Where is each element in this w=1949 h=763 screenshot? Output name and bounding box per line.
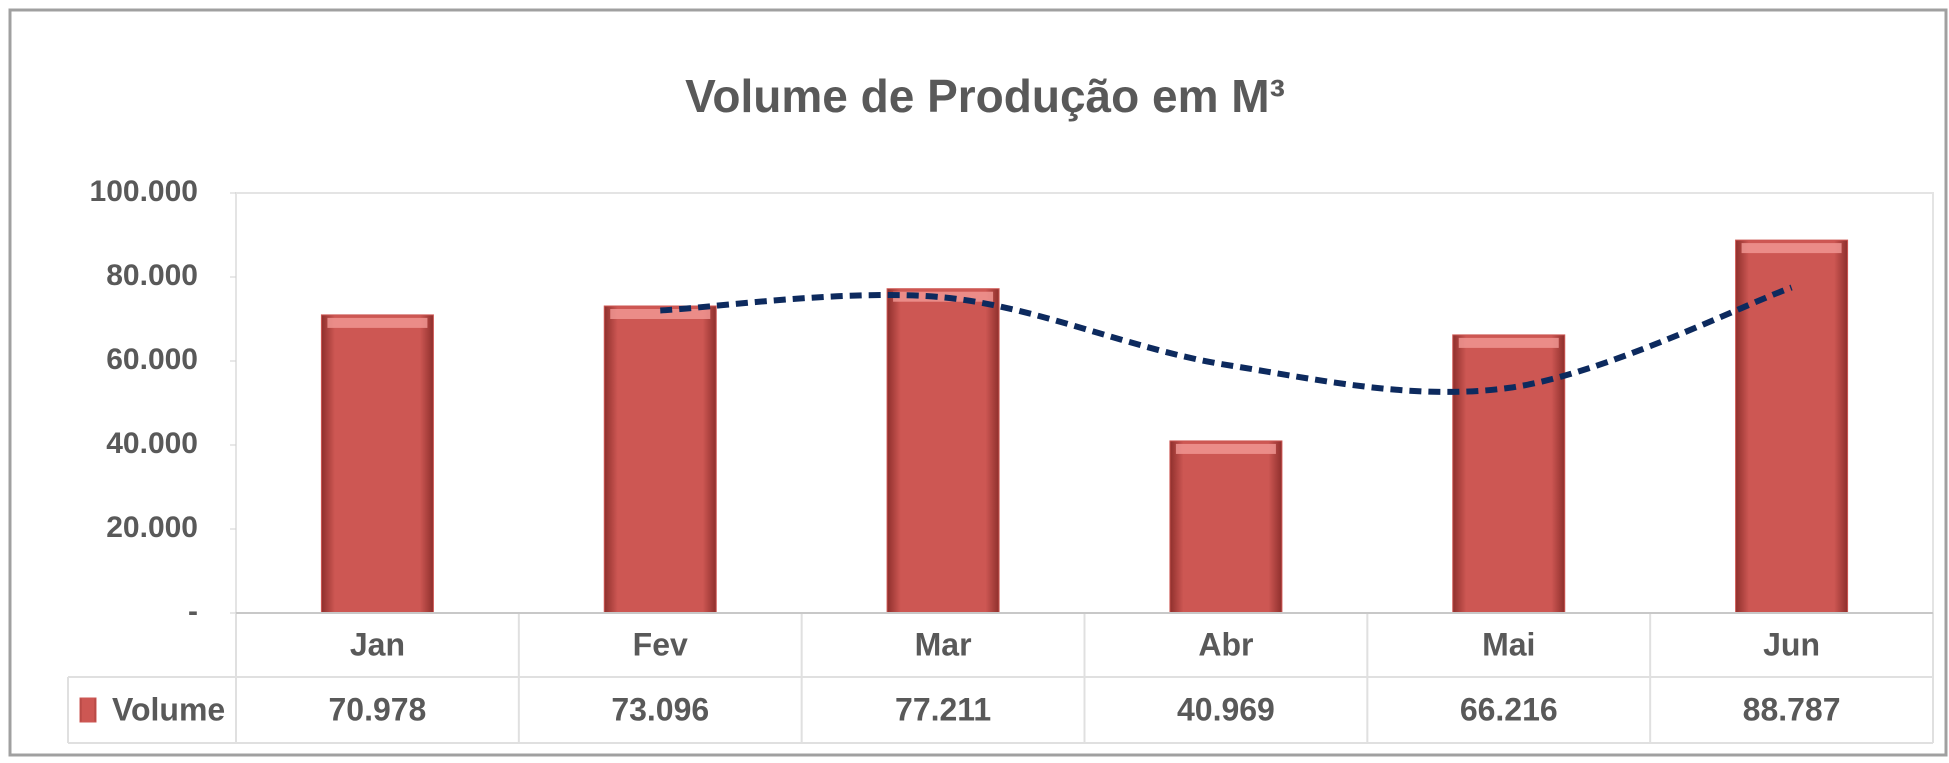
value-label: 40.969	[1177, 691, 1275, 727]
value-label: 77.211	[895, 691, 991, 727]
y-tick-label: 20.000	[106, 511, 198, 544]
y-tick-label: 80.000	[106, 259, 198, 292]
bar	[1452, 334, 1566, 614]
x-tick-label: Abr	[1198, 626, 1253, 662]
bar-highlight	[1175, 443, 1276, 454]
bar	[320, 314, 434, 614]
y-tick-label: 60.000	[106, 343, 198, 376]
x-tick-label: Fev	[633, 626, 688, 662]
value-label: 88.787	[1743, 691, 1841, 727]
trendline	[660, 284, 1793, 395]
plot-area	[235, 192, 1934, 614]
x-tick-label: Jan	[350, 626, 405, 662]
bar-highlight	[327, 317, 428, 328]
bar	[1169, 440, 1283, 614]
value-label: 70.978	[328, 691, 426, 727]
y-tick-label: 40.000	[106, 427, 198, 460]
value-label: 66.216	[1460, 691, 1558, 727]
x-tick-label: Mar	[915, 626, 972, 662]
bar	[1735, 239, 1849, 614]
bar-highlight	[893, 291, 994, 302]
bar-highlight	[1458, 337, 1559, 348]
chart-title: Volume de Produção em M³	[685, 70, 1285, 122]
y-tick-label: 100.000	[90, 175, 198, 208]
bar	[886, 288, 1000, 614]
x-tick-label: Jun	[1763, 626, 1820, 662]
value-label: 73.096	[611, 691, 709, 727]
bar-highlight	[610, 308, 711, 319]
legend-swatch	[79, 697, 97, 723]
x-tick-label: Mai	[1482, 626, 1535, 662]
legend-label: Volume	[112, 691, 225, 727]
y-tick-label: -	[188, 595, 198, 628]
bar	[603, 305, 717, 614]
bar-highlight	[1741, 243, 1842, 254]
